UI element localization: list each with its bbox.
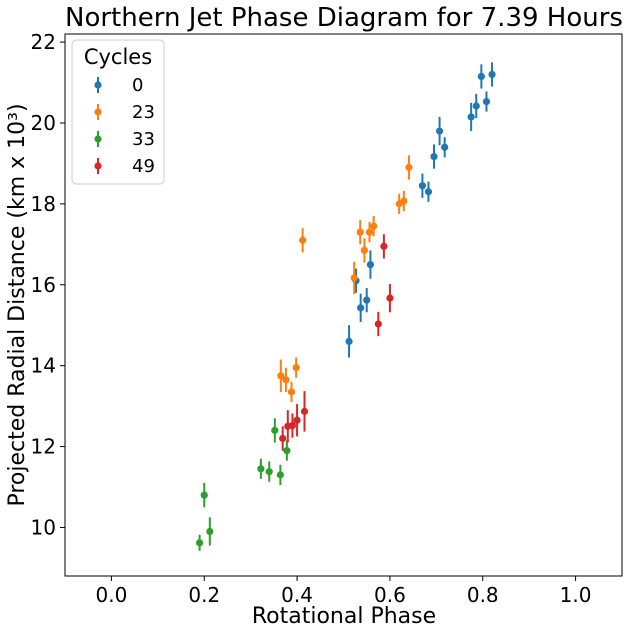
legend: Cycles 0 23 33 49 xyxy=(71,39,165,185)
data-point xyxy=(482,97,491,106)
data-point xyxy=(287,388,296,396)
data-point xyxy=(386,294,394,302)
data-point xyxy=(206,527,214,536)
legend-marker xyxy=(94,162,102,170)
legend-item-49: 49 xyxy=(94,156,155,177)
data-point xyxy=(360,246,368,254)
y-tick-label: 10 xyxy=(31,515,56,539)
y-tick-label: 22 xyxy=(31,30,56,54)
legend-title: Cycles xyxy=(84,45,152,69)
data-point xyxy=(276,471,284,479)
data-point xyxy=(345,337,353,346)
data-point xyxy=(282,376,290,384)
x-tick-label: 1.0 xyxy=(560,583,592,607)
data-point xyxy=(435,127,444,135)
data-point xyxy=(283,447,291,455)
data-point xyxy=(279,434,287,443)
data-point xyxy=(370,222,378,230)
legend-item-0: 0 xyxy=(94,75,143,96)
data-point xyxy=(277,372,285,380)
data-point xyxy=(293,416,301,424)
series-33 xyxy=(196,418,291,551)
x-axis-label: Rotational Phase xyxy=(252,604,436,629)
data-point xyxy=(441,143,449,151)
x-tick-label: 0.8 xyxy=(467,583,499,607)
data-point xyxy=(363,296,371,304)
data-point xyxy=(366,260,375,269)
legend-item-23: 23 xyxy=(94,102,155,123)
data-point xyxy=(200,491,208,499)
data-point xyxy=(477,72,485,81)
legend-label: 33 xyxy=(132,129,155,150)
y-tick-label: 12 xyxy=(31,435,56,459)
data-point xyxy=(357,304,365,312)
legend-box xyxy=(71,39,165,185)
data-point xyxy=(380,242,388,250)
series-0 xyxy=(345,62,496,358)
x-tick-label: 0.6 xyxy=(374,583,406,607)
y-axis: 10 12 14 16 18 20 22 xyxy=(31,30,65,539)
legend-label: 23 xyxy=(132,102,155,123)
x-tick-label: 0.4 xyxy=(281,583,313,607)
x-axis: 0.0 0.2 0.4 0.6 0.8 1.0 xyxy=(96,576,592,607)
data-point xyxy=(405,163,413,172)
data-point xyxy=(365,228,374,236)
data-point xyxy=(400,197,408,205)
legend-marker xyxy=(94,108,102,116)
data-point xyxy=(299,236,307,244)
legend-marker xyxy=(94,81,102,89)
data-point xyxy=(292,364,300,372)
data-point xyxy=(374,320,382,328)
data-point xyxy=(300,407,309,415)
series-23 xyxy=(277,155,413,403)
legend-marker xyxy=(94,135,102,143)
data-point xyxy=(472,102,480,110)
series-49 xyxy=(279,234,394,451)
plot-area-frame xyxy=(64,33,623,577)
data-point xyxy=(288,421,297,430)
y-tick-label: 18 xyxy=(31,192,56,216)
legend-label: 0 xyxy=(132,75,143,96)
data-point xyxy=(257,465,265,473)
y-tick-label: 20 xyxy=(31,111,56,135)
y-tick-label: 16 xyxy=(31,273,56,297)
data-point xyxy=(488,70,496,79)
y-tick-label: 14 xyxy=(31,354,56,378)
y-axis-label: Projected Radial Distance (km x 10³) xyxy=(5,103,30,506)
data-point xyxy=(350,274,358,282)
legend-label: 49 xyxy=(132,156,155,177)
data-point xyxy=(271,426,279,434)
data-layer xyxy=(196,62,496,551)
data-point xyxy=(430,152,438,161)
legend-item-33: 33 xyxy=(94,129,155,150)
x-tick-label: 0.0 xyxy=(96,583,128,607)
data-point xyxy=(418,182,427,190)
x-tick-label: 0.2 xyxy=(188,583,220,607)
data-point xyxy=(356,228,364,236)
data-point xyxy=(265,468,273,476)
data-point xyxy=(467,113,475,121)
data-point xyxy=(196,539,204,547)
chart-title: Northern Jet Phase Diagram for 7.39 Hour… xyxy=(65,3,623,33)
data-point xyxy=(424,188,433,196)
